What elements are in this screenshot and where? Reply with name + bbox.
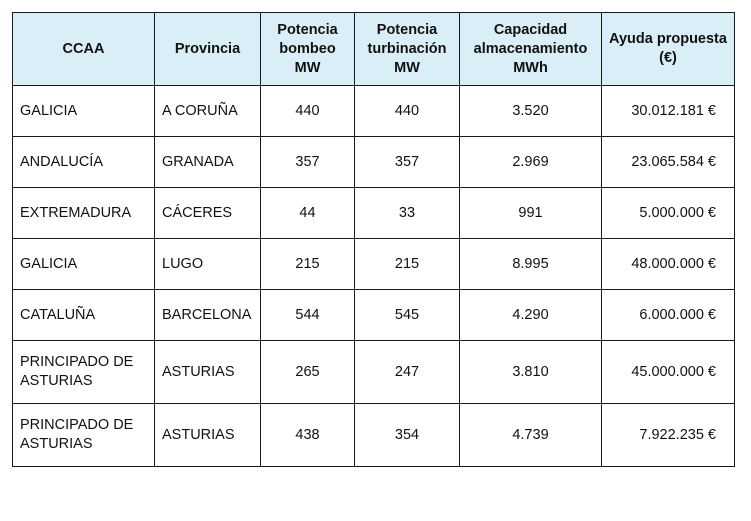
header-potencia-bombeo: Potencia bombeo MW <box>260 12 355 86</box>
cell-potencia-turbinacion: 440 <box>354 85 460 137</box>
table-row: GALICIA LUGO 215 215 8.995 48.000.000 € <box>12 238 735 290</box>
table-row: PRINCIPADO DE ASTURIAS ASTURIAS 265 247 … <box>12 340 735 404</box>
cell-provincia: LUGO <box>154 238 261 290</box>
table-row: EXTREMADURA CÁCERES 44 33 991 5.000.000 … <box>12 187 735 239</box>
cell-potencia-turbinacion: 33 <box>354 187 460 239</box>
header-ayuda-propuesta: Ayuda propuesta (€) <box>601 12 735 86</box>
table-row: CATALUÑA BARCELONA 544 545 4.290 6.000.0… <box>12 289 735 341</box>
table-row: ANDALUCÍA GRANADA 357 357 2.969 23.065.5… <box>12 136 735 188</box>
cell-capacidad: 8.995 <box>459 238 602 290</box>
cell-potencia-bombeo: 438 <box>260 403 355 467</box>
cell-provincia: ASTURIAS <box>154 403 261 467</box>
cell-potencia-turbinacion: 354 <box>354 403 460 467</box>
header-ccaa: CCAA <box>12 12 155 86</box>
cell-ccaa: GALICIA <box>12 238 155 290</box>
table-container: CCAA Provincia Potencia bombeo MW Potenc… <box>12 12 735 467</box>
header-capacidad-almacenamiento: Capacidad almacenamiento MWh <box>459 12 602 86</box>
cell-ayuda: 45.000.000 € <box>601 340 735 404</box>
cell-potencia-bombeo: 544 <box>260 289 355 341</box>
cell-ccaa: PRINCIPADO DE ASTURIAS <box>12 340 155 404</box>
cell-potencia-turbinacion: 545 <box>354 289 460 341</box>
cell-ayuda: 30.012.181 € <box>601 85 735 137</box>
cell-provincia: CÁCERES <box>154 187 261 239</box>
cell-provincia: BARCELONA <box>154 289 261 341</box>
cell-capacidad: 3.810 <box>459 340 602 404</box>
cell-ccaa: PRINCIPADO DE ASTURIAS <box>12 403 155 467</box>
cell-potencia-bombeo: 440 <box>260 85 355 137</box>
cell-ayuda: 23.065.584 € <box>601 136 735 188</box>
cell-potencia-bombeo: 215 <box>260 238 355 290</box>
cell-capacidad: 3.520 <box>459 85 602 137</box>
cell-ayuda: 48.000.000 € <box>601 238 735 290</box>
cell-potencia-turbinacion: 215 <box>354 238 460 290</box>
cell-potencia-bombeo: 357 <box>260 136 355 188</box>
cell-provincia: A CORUÑA <box>154 85 261 137</box>
cell-potencia-turbinacion: 357 <box>354 136 460 188</box>
header-provincia: Provincia <box>154 12 261 86</box>
cell-ccaa: EXTREMADURA <box>12 187 155 239</box>
cell-capacidad: 2.969 <box>459 136 602 188</box>
table-header: CCAA Provincia Potencia bombeo MW Potenc… <box>12 12 735 86</box>
cell-capacidad: 4.290 <box>459 289 602 341</box>
cell-provincia: GRANADA <box>154 136 261 188</box>
cell-ayuda: 5.000.000 € <box>601 187 735 239</box>
table-row: GALICIA A CORUÑA 440 440 3.520 30.012.18… <box>12 85 735 137</box>
cell-potencia-bombeo: 44 <box>260 187 355 239</box>
aid-table: CCAA Provincia Potencia bombeo MW Potenc… <box>12 12 735 467</box>
cell-ccaa: GALICIA <box>12 85 155 137</box>
table-row: PRINCIPADO DE ASTURIAS ASTURIAS 438 354 … <box>12 403 735 467</box>
header-potencia-turbinacion: Potencia turbinación MW <box>354 12 460 86</box>
table-body: GALICIA A CORUÑA 440 440 3.520 30.012.18… <box>12 85 735 467</box>
cell-potencia-bombeo: 265 <box>260 340 355 404</box>
cell-capacidad: 4.739 <box>459 403 602 467</box>
cell-potencia-turbinacion: 247 <box>354 340 460 404</box>
cell-capacidad: 991 <box>459 187 602 239</box>
cell-ccaa: CATALUÑA <box>12 289 155 341</box>
cell-ccaa: ANDALUCÍA <box>12 136 155 188</box>
cell-ayuda: 7.922.235 € <box>601 403 735 467</box>
cell-ayuda: 6.000.000 € <box>601 289 735 341</box>
header-row: CCAA Provincia Potencia bombeo MW Potenc… <box>12 12 735 86</box>
cell-provincia: ASTURIAS <box>154 340 261 404</box>
